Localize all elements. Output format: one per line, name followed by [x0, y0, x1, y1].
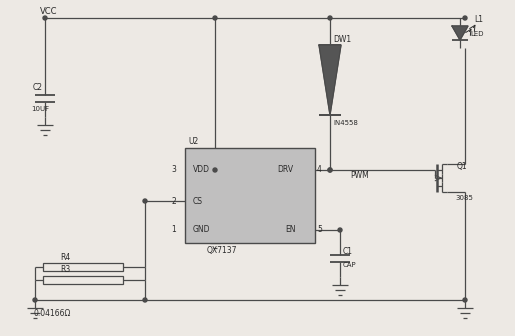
Text: DRV: DRV — [277, 166, 293, 174]
Bar — [185, 148, 315, 243]
Circle shape — [33, 298, 37, 302]
Text: 1: 1 — [171, 225, 176, 235]
Circle shape — [43, 16, 47, 20]
Polygon shape — [452, 26, 468, 40]
Text: C1: C1 — [343, 248, 353, 256]
Text: 3: 3 — [171, 166, 176, 174]
Text: QX7137: QX7137 — [207, 246, 237, 254]
Text: PWM: PWM — [350, 170, 369, 179]
Text: U2: U2 — [188, 136, 198, 145]
Text: 3085: 3085 — [455, 195, 473, 201]
Text: VDD: VDD — [193, 166, 210, 174]
Text: R3: R3 — [60, 265, 70, 275]
Text: Q1: Q1 — [457, 162, 468, 170]
Circle shape — [328, 168, 332, 172]
Text: GND: GND — [193, 225, 211, 235]
Circle shape — [213, 168, 217, 172]
Bar — [43, 276, 123, 284]
Circle shape — [143, 298, 147, 302]
Text: 10UF: 10UF — [31, 106, 49, 112]
Text: EN: EN — [285, 225, 296, 235]
Circle shape — [213, 16, 217, 20]
Polygon shape — [319, 45, 341, 115]
Circle shape — [328, 16, 332, 20]
Circle shape — [463, 298, 467, 302]
Circle shape — [143, 199, 147, 203]
Text: 2: 2 — [171, 197, 176, 206]
Text: CS: CS — [193, 197, 203, 206]
Text: LED: LED — [470, 31, 484, 37]
Text: IN4558: IN4558 — [333, 120, 358, 126]
Circle shape — [328, 168, 332, 172]
Text: C2: C2 — [33, 83, 43, 91]
Text: DW1: DW1 — [333, 36, 351, 44]
Text: R4: R4 — [60, 252, 70, 261]
Circle shape — [463, 16, 467, 20]
Text: 0.04166Ω: 0.04166Ω — [33, 309, 71, 319]
Text: CAP: CAP — [343, 262, 356, 268]
Circle shape — [338, 228, 342, 232]
Text: L1: L1 — [474, 15, 483, 25]
Text: 4: 4 — [317, 166, 322, 174]
Bar — [43, 263, 123, 271]
Text: VCC: VCC — [40, 7, 58, 16]
Text: 5: 5 — [317, 225, 322, 235]
